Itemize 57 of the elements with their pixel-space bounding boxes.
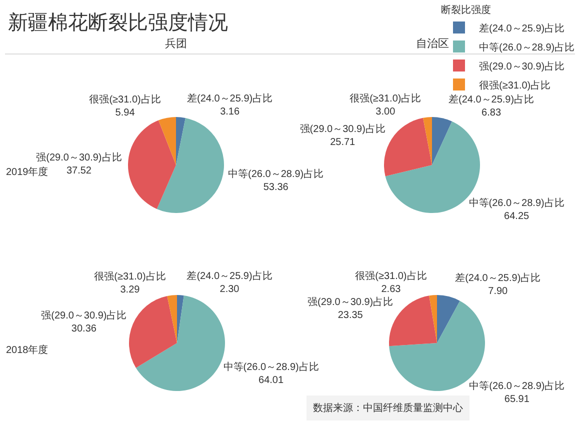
slice-label: 中等(26.0～28.9)占比 bbox=[469, 380, 565, 392]
slice-label: 中等(26.0～28.9)占比 bbox=[468, 197, 564, 210]
pie-slice bbox=[429, 295, 437, 343]
slice-label: 很强(≥31.0)占比 bbox=[355, 270, 427, 282]
text: 2018年度 bbox=[6, 344, 48, 356]
slice-label: 强(29.0～30.9)占比 bbox=[36, 152, 122, 164]
data-label: 65.91 bbox=[504, 394, 530, 405]
data-label: 23.35 bbox=[338, 310, 364, 321]
text: 2019年度 bbox=[6, 166, 48, 178]
data-label: 7.90 bbox=[488, 286, 508, 298]
legend-label: 强(29.0～30.9)占比 bbox=[479, 60, 565, 72]
slice-label: 差(24.0～25.9)占比 bbox=[455, 272, 541, 284]
slice-label: 中等(26.0～28.9)占比 bbox=[223, 360, 319, 373]
data-label: 30.36 bbox=[71, 323, 97, 334]
source-note: 数据来源：中国纤维质量监测中心 bbox=[313, 402, 463, 414]
data-label: 53.36 bbox=[263, 182, 289, 194]
pie-slice bbox=[129, 296, 177, 368]
pie-slice bbox=[136, 296, 225, 391]
legend-title: 断裂比强度 bbox=[441, 4, 491, 16]
pie-slice bbox=[167, 295, 177, 343]
data-label: 3.16 bbox=[220, 106, 240, 118]
pie-slice bbox=[422, 117, 432, 165]
data-label: 2.63 bbox=[381, 284, 402, 296]
chart-title: 新疆棉花断裂比强度情况 bbox=[8, 12, 228, 34]
data-label: 64.25 bbox=[504, 211, 530, 222]
pie-slice bbox=[384, 118, 432, 176]
pie-slice bbox=[156, 118, 224, 213]
legend-label: 差(24.0～25.9)占比 bbox=[479, 22, 565, 34]
legend-label: 很强(≥31.0)占比 bbox=[479, 79, 551, 92]
slice-label: 差(24.0～25.9)占比 bbox=[448, 94, 534, 106]
legend-label: 中等(26.0～28.9)占比 bbox=[479, 41, 575, 54]
slice-label: 很强(≥31.0)占比 bbox=[350, 92, 422, 104]
data-label: 64.01 bbox=[258, 374, 284, 386]
slice-label: 差(24.0～25.9)占比 bbox=[187, 92, 273, 104]
data-label: 6.83 bbox=[482, 108, 502, 119]
slice-label: 中等(26.0～28.9)占比 bbox=[228, 168, 324, 180]
data-label: 37.52 bbox=[66, 166, 92, 177]
data-label: 5.94 bbox=[115, 107, 136, 118]
slice-label: 强(29.0～30.9)占比 bbox=[308, 296, 394, 308]
data-label: 2.30 bbox=[220, 284, 240, 296]
data-label: 3.29 bbox=[120, 284, 140, 296]
pie-slice bbox=[432, 117, 452, 165]
pie-slice bbox=[177, 295, 184, 343]
slice-label: 强(29.0～30.9)占比 bbox=[300, 122, 386, 135]
text: 兵团 bbox=[165, 37, 187, 50]
pie-slice bbox=[437, 295, 460, 343]
text: 自治区 bbox=[416, 38, 449, 50]
slice-label: 差(24.0～25.9)占比 bbox=[186, 270, 272, 282]
slice-label: 很强(≥31.0)占比 bbox=[94, 270, 166, 282]
pie-slice bbox=[128, 120, 176, 210]
pie-slice bbox=[158, 117, 176, 165]
slice-label: 强(29.0～30.9)占比 bbox=[41, 309, 127, 322]
pie-slice bbox=[385, 121, 480, 213]
data-label: 25.71 bbox=[330, 136, 356, 148]
pie-slice bbox=[176, 117, 186, 165]
data-label: 3.00 bbox=[376, 106, 396, 118]
slice-label: 很强(≥31.0)占比 bbox=[89, 93, 161, 106]
